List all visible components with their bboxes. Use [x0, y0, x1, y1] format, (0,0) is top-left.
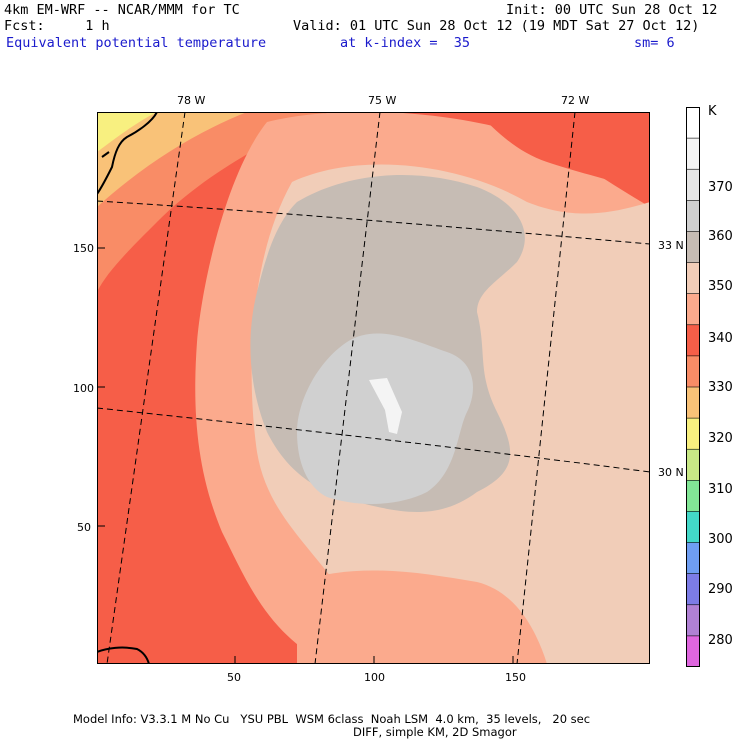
meridian-78w [106, 112, 186, 664]
field-name: Equivalent potential temperature [6, 35, 267, 51]
lon-label-72w: 72 W [561, 94, 590, 107]
coastline-south [97, 646, 150, 664]
colorbar-label-320: 320 [708, 431, 733, 446]
x-tick-150: 150 [505, 671, 526, 684]
colorbar-swatch [686, 635, 700, 667]
meridian-72w [516, 112, 576, 664]
forecast-hour: Fcst: 1 h [4, 18, 110, 34]
colorbar-label-340: 340 [708, 331, 733, 346]
parallel-30n [97, 407, 650, 473]
field-band-340-ne [477, 112, 650, 192]
model-diffusion: DIFF, simple KM, 2D Smagor [353, 725, 517, 739]
map-frame [97, 112, 650, 664]
graticule [97, 112, 650, 664]
colorbar-label-350: 350 [708, 279, 733, 294]
colorbar-label-290: 290 [708, 582, 733, 597]
meridian-75w [314, 112, 381, 664]
field-band-365 [369, 378, 402, 434]
colorbar-swatch [686, 107, 700, 139]
y-tick-150: 150 [73, 242, 94, 255]
model-info: Model Info: V3.3.1 M No Cu YSU PBL WSM 6… [73, 712, 591, 726]
colorbar-swatch [686, 138, 700, 170]
smoothing-value: sm= 6 [634, 35, 675, 51]
colorbar-swatch [686, 449, 700, 481]
field-band-360 [297, 333, 473, 504]
vertical-level: at k-index = 35 [340, 35, 471, 51]
colorbar-swatch [686, 262, 700, 295]
field-band-320 [97, 112, 157, 152]
coastline-inlet [101, 151, 110, 158]
field-band-345-south [297, 570, 547, 664]
colorbar-label-300: 300 [708, 532, 733, 547]
colorbar [686, 107, 700, 667]
colorbar-swatch [686, 324, 700, 357]
colorbar-swatch [686, 293, 700, 326]
parallel-33n [97, 200, 650, 245]
colorbar-swatch [686, 542, 700, 575]
colorbar-swatch [686, 418, 700, 450]
lon-label-75w: 75 W [368, 94, 397, 107]
init-time: Init: 00 UTC Sun 28 Oct 12 [506, 2, 718, 18]
x-tick-50: 50 [227, 671, 241, 684]
colorbar-swatch [686, 200, 700, 232]
theta-e-map [97, 112, 650, 664]
colorbar-unit: K [708, 104, 717, 119]
field-band-325 [97, 112, 247, 207]
colorbar-label-370: 370 [708, 180, 733, 195]
colorbar-swatch [686, 604, 700, 637]
y-tick-50: 50 [77, 521, 91, 534]
tick-marks [97, 247, 514, 664]
y-tick-100: 100 [73, 382, 94, 395]
colorbar-label-310: 310 [708, 482, 733, 497]
colorbar-label-360: 360 [708, 229, 733, 244]
colorbar-label-330: 330 [708, 380, 733, 395]
colorbar-frame [686, 107, 700, 667]
colorbar-swatch [686, 480, 700, 512]
x-tick-100: 100 [364, 671, 385, 684]
colorbar-swatch [686, 573, 700, 606]
colorbar-label-280: 280 [708, 633, 733, 648]
lat-label-33n: 33 N [658, 239, 684, 252]
model-title: 4km EM-WRF -- NCAR/MMM for TC [4, 2, 240, 18]
colorbar-swatch [686, 169, 700, 201]
colorbar-swatch [686, 511, 700, 544]
lon-label-78w: 78 W [177, 94, 206, 107]
lat-label-30n: 30 N [658, 466, 684, 479]
colorbar-swatch [686, 387, 700, 419]
colorbar-swatch [686, 231, 700, 264]
coastline-north [97, 112, 158, 195]
valid-time: Valid: 01 UTC Sun 28 Oct 12 (19 MDT Sat … [293, 18, 700, 34]
colorbar-swatch [686, 355, 700, 388]
